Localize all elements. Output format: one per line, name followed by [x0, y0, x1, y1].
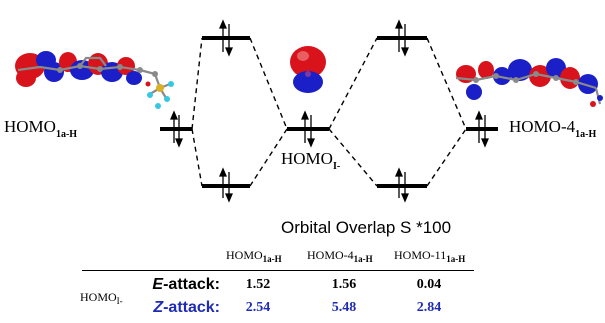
e-attack-homo-4-value: 1.56: [331, 277, 357, 292]
level-antibonding-2: [377, 184, 427, 188]
electron-pair-left: [170, 110, 183, 148]
row-label-e-attack: E-attack:: [152, 276, 220, 293]
level-bonding-1: [202, 36, 250, 40]
electron-pair-antibonding-2: [395, 167, 409, 203]
electron-pair-antibonding-1: [219, 167, 233, 203]
electron-pair-bonding-2: [395, 19, 409, 57]
electron-pair-middle: [301, 110, 315, 148]
electron-pair-bonding-1: [219, 19, 233, 57]
z-attack-homo-value: 2.54: [245, 300, 271, 315]
table-title: Orbital Overlap S *100: [281, 218, 452, 237]
level-middle-homo: [287, 127, 329, 131]
e-attack-homo-11-value: 0.04: [416, 277, 442, 292]
iodide-orbital-image: [290, 46, 326, 93]
table-header-homo-4: HOMO-41a-H: [307, 248, 373, 264]
energy-levels: [160, 36, 498, 188]
label-homo-1a-h: HOMO1a-H: [4, 117, 78, 140]
row-group-label: HOMOI-: [80, 290, 123, 306]
right-orbital-image: [455, 58, 603, 107]
z-attack-homo-4-value: 5.48: [331, 300, 357, 315]
table-header-homo-11: HOMO-111a-H: [394, 248, 466, 264]
level-right-homo: [466, 127, 498, 131]
z-attack-homo-11-value: 2.84: [416, 300, 442, 315]
e-attack-homo-value: 1.52: [245, 277, 271, 292]
table-rule: [82, 270, 474, 271]
label-homo-iodide: HOMOI-: [281, 149, 341, 172]
level-bonding-2: [377, 36, 427, 40]
correlation-lines: [191, 37, 467, 187]
level-left-homo: [160, 127, 192, 131]
label-homo-4-1a-h: HOMO-41a-H: [509, 117, 597, 140]
table-header-homo: HOMO1a-H: [226, 248, 282, 264]
electron-arrows: [170, 19, 489, 203]
level-antibonding-1: [202, 184, 250, 188]
left-orbital-image: [15, 51, 174, 109]
row-label-z-attack: Z-attack:: [153, 299, 220, 316]
electron-pair-right: [475, 110, 489, 148]
